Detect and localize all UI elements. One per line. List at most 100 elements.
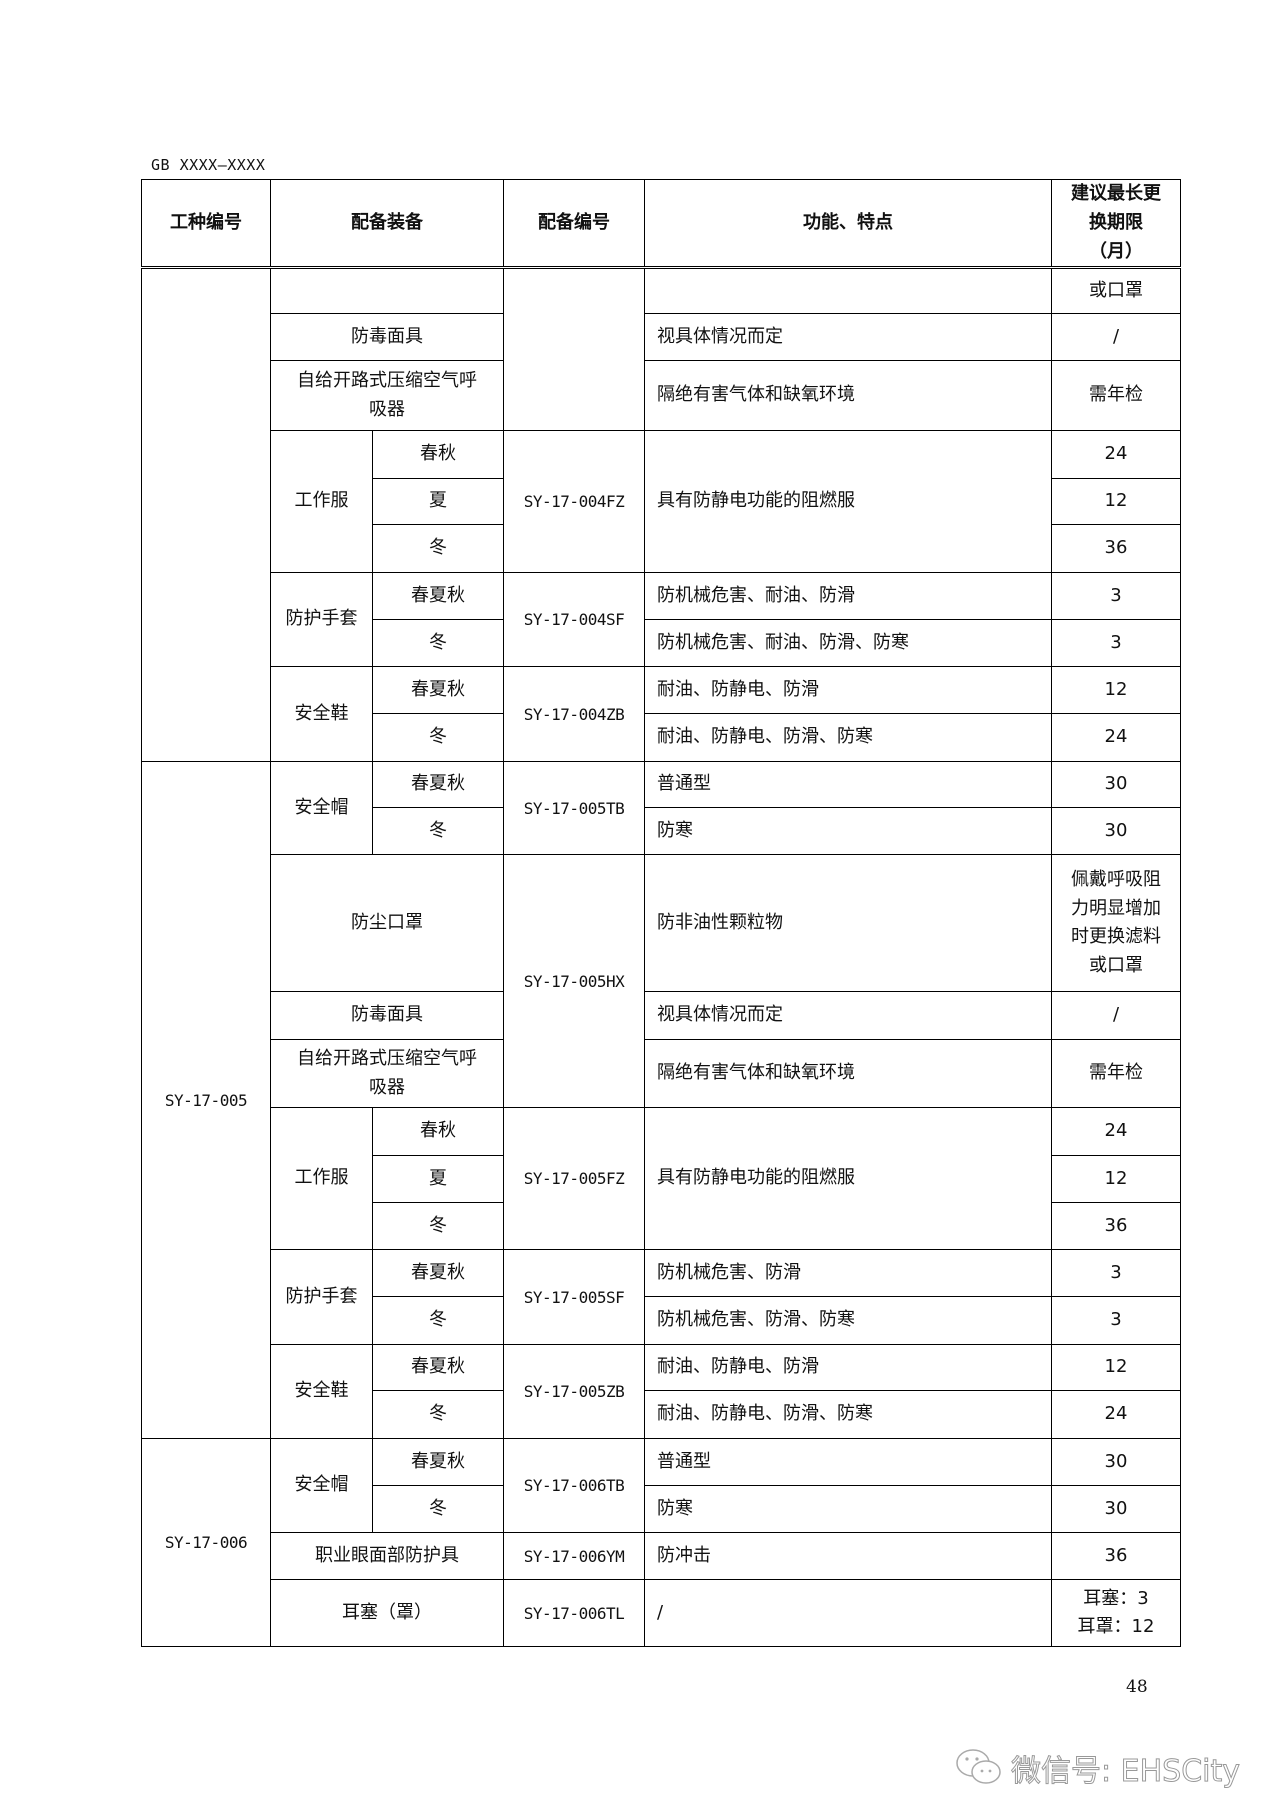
period-line: 耳罩：12: [1077, 1616, 1155, 1638]
function-cell: [644, 267, 1052, 315]
season-cell: 夏: [372, 1155, 504, 1204]
season-cell: 冬: [372, 1202, 504, 1251]
table-row: 工作服 春秋 SY-17-004FZ 具有防静电功能的阻燃服 24: [142, 430, 1181, 574]
period-cell: 12: [1051, 1344, 1181, 1392]
period-cell: 佩戴呼吸阻力明显增加时更换滤料或口罩: [1051, 854, 1181, 993]
period-cell: 24: [1051, 1107, 1181, 1157]
season-cell: 冬: [372, 807, 504, 856]
table-row: 冬 防机械危害、防滑、防寒 3: [142, 1296, 1181, 1346]
watermark-text: 微信号: EHSCity: [1011, 1754, 1241, 1790]
function-cell: 耐油、防静电、防滑、防寒: [644, 713, 1052, 763]
column-header-label: 建议最长更换期限（月）: [1071, 183, 1161, 262]
table-row: 防护手套 春夏秋 SY-17-005SF 防机械危害、防滑 3: [142, 1249, 1181, 1346]
period-cell: 需年检: [1051, 1039, 1181, 1109]
equipment-code-cell: SY-17-005SF: [503, 1249, 645, 1346]
period-cell: 24: [1051, 713, 1181, 763]
job-code-cell: SY-17-005: [141, 761, 271, 1440]
job-code-cell: SY-17-006: [141, 1438, 271, 1648]
equipment-cell: 耳塞（罩）: [270, 1579, 504, 1648]
period-cell: 12: [1051, 478, 1181, 526]
season-cell: 春夏秋: [372, 1249, 504, 1298]
season-cell: 冬: [372, 524, 504, 574]
period-cell: 3: [1051, 1249, 1181, 1298]
table-row: 防护手套 春夏秋 SY-17-004SF 防机械危害、耐油、防滑 3: [142, 572, 1181, 668]
period-cell: 36: [1051, 1532, 1181, 1581]
equipment-cell: 职业眼面部防护具: [270, 1532, 504, 1581]
document-id: GB XXXX—XXXX: [151, 156, 266, 174]
period-cell: 3: [1051, 619, 1181, 668]
period-cell: 12: [1051, 666, 1181, 715]
equipment-cell: 防毒面具: [270, 991, 504, 1041]
equipment-table: 工种编号 配备装备 配备编号 功能、特点 建议最长更换期限（月） 或口罩 防毒面…: [141, 178, 1181, 1648]
equipment-code-cell: SY-17-006TB: [503, 1438, 645, 1534]
function-cell: 防寒: [644, 1485, 1052, 1534]
equipment-label: 自给开路式压缩空气呼吸器: [297, 370, 477, 420]
equipment-code-cell: SY-17-006TL: [503, 1579, 645, 1648]
period-cell: 需年检: [1051, 360, 1181, 432]
function-cell: 防冲击: [644, 1532, 1052, 1581]
table-row: 冬 36: [142, 1202, 1181, 1251]
table-row: 安全鞋 春夏秋 SY-17-005ZB 耐油、防静电、防滑 12: [142, 1344, 1181, 1440]
season-cell: 春夏秋: [372, 666, 504, 715]
column-header: 配备编号: [503, 178, 645, 270]
equipment-code-cell: SY-17-005HX: [503, 854, 645, 1109]
function-cell: 防机械危害、耐油、防滑: [644, 572, 1052, 621]
season-cell: 冬: [372, 713, 504, 763]
season-cell: 春秋: [372, 430, 504, 480]
table-header-row: 工种编号 配备装备 配备编号 功能、特点 建议最长更换期限（月）: [141, 178, 1181, 270]
page-number: 48: [1126, 1677, 1148, 1697]
function-cell: 防机械危害、防滑: [644, 1249, 1052, 1298]
period-cell: 3: [1051, 572, 1181, 621]
column-header: 功能、特点: [644, 178, 1052, 270]
function-cell: /: [644, 1579, 1052, 1648]
equipment-cell: 防护手套: [270, 1249, 373, 1346]
function-cell: 防机械危害、耐油、防滑、防寒: [644, 619, 1052, 668]
equipment-code-cell: SY-17-005TB: [503, 761, 645, 856]
equipment-cell: 安全帽: [270, 1438, 373, 1534]
equipment-cell: 防毒面具: [270, 313, 504, 362]
table-row: 安全鞋 春夏秋 SY-17-004ZB 耐油、防静电、防滑 12: [142, 666, 1181, 763]
table-row: 防尘口罩 SY-17-005HX 防非油性颗粒物 佩戴呼吸阻力明显增加时更换滤料…: [142, 854, 1181, 1109]
function-cell: 具有防静电功能的阻燃服: [644, 430, 1052, 574]
function-cell: 隔绝有害气体和缺氧环境: [644, 1039, 1052, 1109]
job-code-cell: [141, 267, 271, 763]
period-cell: 耳塞：3 耳罩：12: [1051, 1579, 1181, 1648]
function-cell: 防寒: [644, 807, 1052, 856]
function-cell: 具有防静电功能的阻燃服: [644, 1107, 1052, 1251]
table-row: SY-17-006 安全帽 春夏秋 SY-17-006TB 普通型 30: [141, 1438, 1181, 1648]
table-row: 冬 防机械危害、耐油、防滑、防寒 3: [142, 619, 1181, 668]
season-cell: 春夏秋: [372, 761, 504, 809]
season-cell: 冬: [372, 619, 504, 668]
function-cell: 隔绝有害气体和缺氧环境: [644, 360, 1052, 432]
equipment-code-cell: SY-17-004SF: [503, 572, 645, 668]
season-cell: 冬: [372, 1390, 504, 1440]
function-cell: 视具体情况而定: [644, 991, 1052, 1041]
period-cell: 3: [1051, 1296, 1181, 1346]
equipment-code-cell: SY-17-004ZB: [503, 666, 645, 763]
period-cell: /: [1051, 991, 1181, 1041]
function-cell: 耐油、防静电、防滑: [644, 1344, 1052, 1392]
equipment-code-cell: [503, 267, 645, 432]
equipment-cell: 安全鞋: [270, 666, 373, 763]
table-row: 防毒面具 视具体情况而定 /: [142, 991, 1181, 1041]
equipment-code-cell: SY-17-005ZB: [503, 1344, 645, 1440]
season-cell: 夏: [372, 478, 504, 526]
column-header: 配备装备: [270, 178, 504, 270]
equipment-cell: 防护手套: [270, 572, 373, 668]
table-row: 自给开路式压缩空气呼吸器 隔绝有害气体和缺氧环境 需年检: [142, 1039, 1181, 1109]
equipment-cell: 自给开路式压缩空气呼吸器: [270, 360, 504, 432]
period-cell: 30: [1051, 807, 1181, 856]
period-cell: 30: [1051, 761, 1181, 809]
period-cell: /: [1051, 313, 1181, 362]
table-row: 夏 12: [142, 478, 1181, 526]
equipment-cell: [270, 267, 504, 315]
period-cell: 24: [1051, 1390, 1181, 1440]
watermark: 微信号: EHSCity: [955, 1746, 1241, 1790]
table-row: 工作服 春秋 SY-17-005FZ 具有防静电功能的阻燃服 24: [142, 1107, 1181, 1251]
equipment-code-cell: SY-17-004FZ: [503, 430, 645, 574]
period-cell: 30: [1051, 1438, 1181, 1487]
equipment-cell: 安全帽: [270, 761, 373, 856]
equipment-cell: 工作服: [270, 1107, 373, 1251]
season-cell: 春夏秋: [372, 1344, 504, 1392]
period-label: 佩戴呼吸阻力明显增加时更换滤料或口罩: [1071, 868, 1161, 977]
